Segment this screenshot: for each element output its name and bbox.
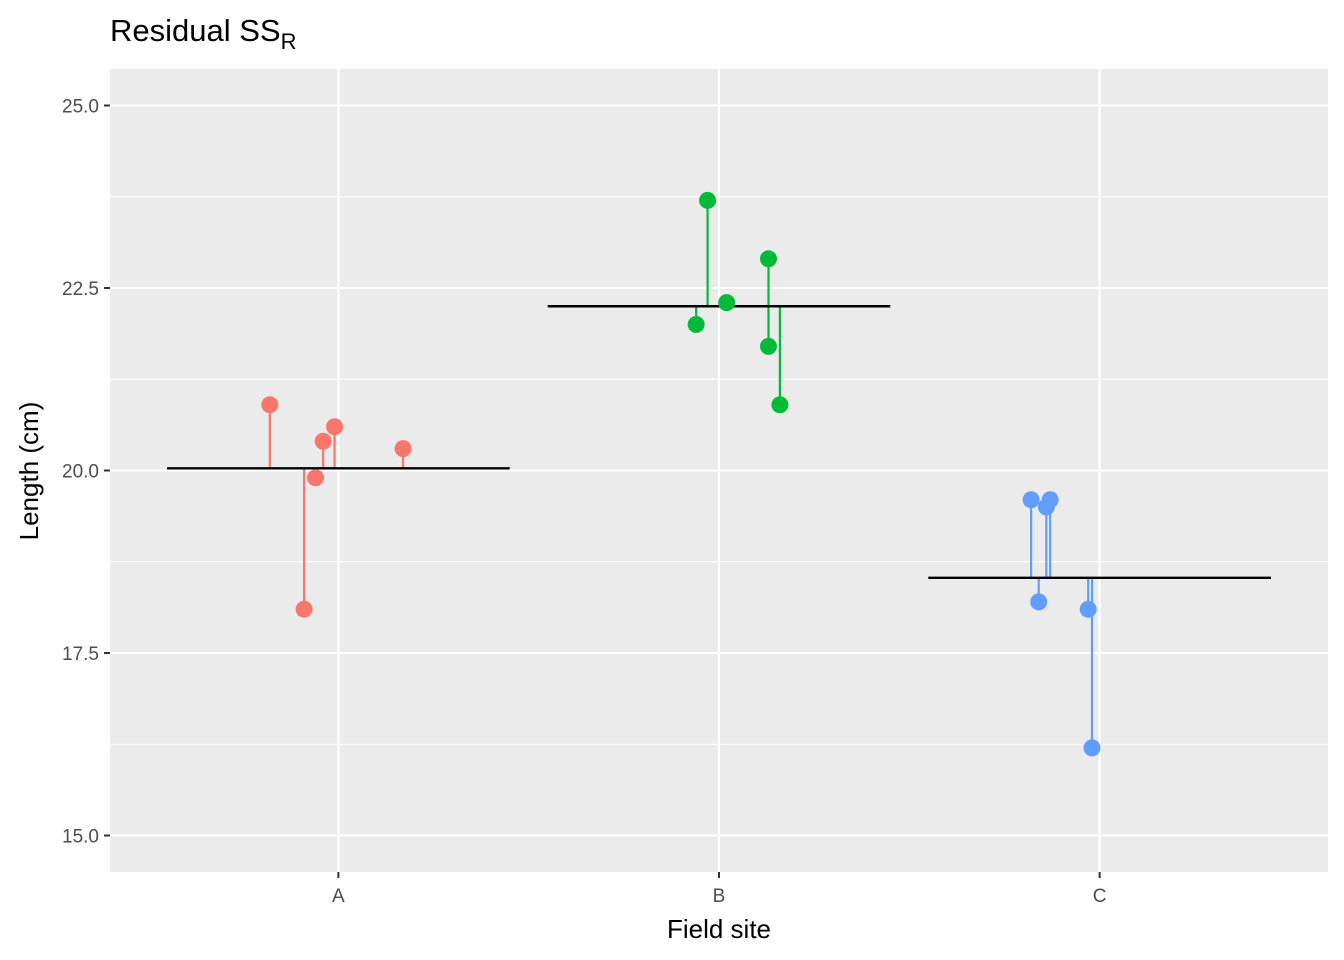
- x-tick-label: C: [1093, 886, 1107, 907]
- y-tick-label: 15.0: [62, 827, 99, 848]
- data-point: [1083, 739, 1101, 757]
- y-tick-label: 17.5: [62, 644, 99, 665]
- data-point: [314, 432, 332, 450]
- x-tick-label: A: [332, 886, 345, 907]
- data-point: [1022, 491, 1040, 509]
- chart-title: Residual SSR: [110, 13, 296, 54]
- data-point: [1030, 593, 1048, 611]
- data-point: [394, 440, 412, 458]
- data-points: [261, 191, 1101, 757]
- data-point: [718, 294, 736, 312]
- y-axis-title: Length (cm): [14, 402, 44, 541]
- data-point: [687, 316, 705, 333]
- x-axis-title: Field site: [667, 914, 771, 944]
- data-point: [307, 469, 325, 487]
- data-point: [759, 337, 777, 355]
- x-tick-label: B: [713, 886, 726, 907]
- data-point: [295, 600, 313, 618]
- data-point: [1079, 600, 1097, 618]
- axes: 15.0 17.5 20.0 22.5 25.0 A B C: [62, 97, 1106, 908]
- data-point: [1041, 491, 1059, 509]
- grid-lines: [110, 69, 1328, 872]
- chart-title-main: Residual SS: [110, 13, 281, 48]
- data-point: [771, 396, 789, 414]
- y-tick-label: 22.5: [62, 279, 99, 300]
- y-tick-label: 20.0: [62, 462, 99, 483]
- data-point: [699, 191, 717, 209]
- data-point: [326, 418, 344, 436]
- chart-title-subscript: R: [281, 29, 297, 54]
- y-tick-label: 25.0: [62, 97, 99, 118]
- data-point: [261, 396, 279, 414]
- data-point: [759, 250, 777, 268]
